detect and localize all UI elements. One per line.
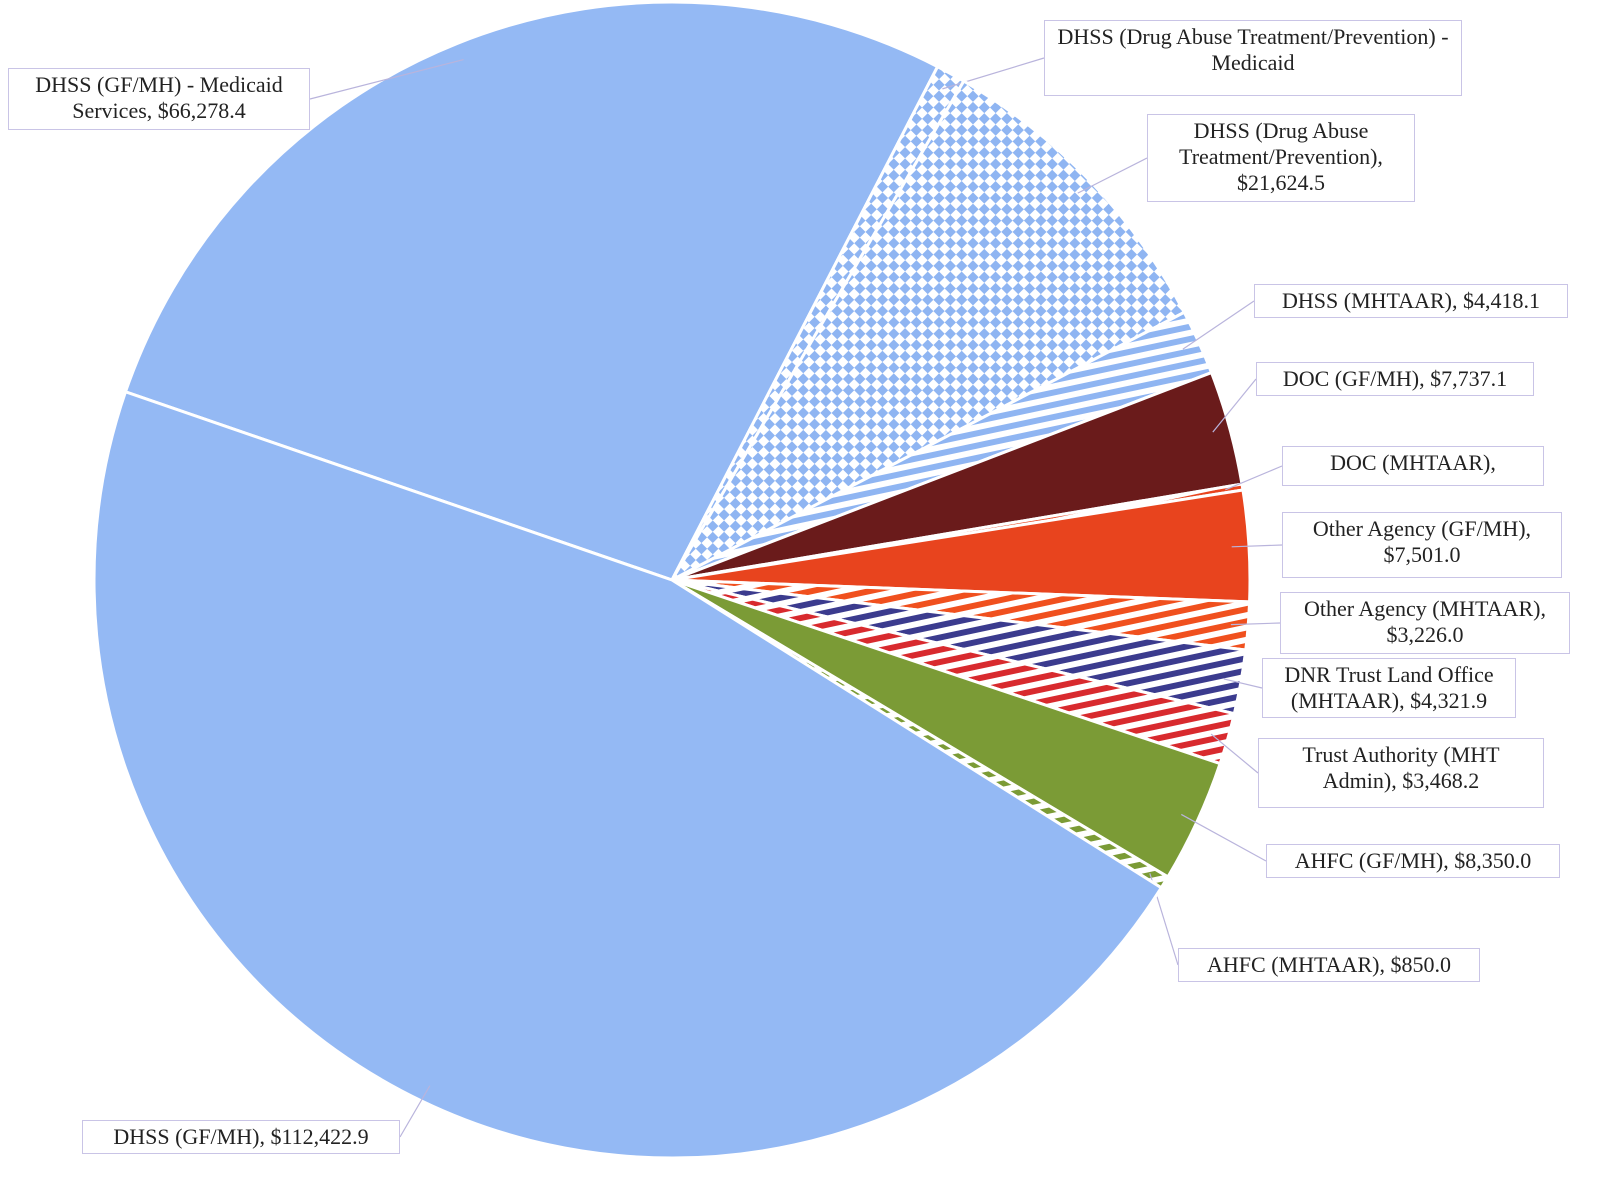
slice-label: DHSS (Drug Abuse Treatment/Prevention) -… [1044, 20, 1462, 96]
slice-label: AHFC (GF/MH), $8,350.0 [1266, 844, 1560, 878]
slice-label: DHSS (Drug Abuse Treatment/Prevention), … [1147, 114, 1415, 202]
slice-label: DNR Trust Land Office (MHTAAR), $4,321.9 [1262, 658, 1516, 718]
leader-line [1210, 733, 1259, 774]
leader-line [1231, 544, 1283, 548]
pie-slice [668, 79, 1187, 584]
leader-line [942, 57, 1045, 90]
slice-label: Trust Authority (MHT Admin), $3,468.2 [1258, 738, 1544, 808]
slice-label: DHSS (GF/MH), $112,422.9 [82, 1120, 400, 1154]
leader-line [1077, 157, 1148, 194]
leader-line [1225, 465, 1283, 491]
slice-label: Other Agency (MHTAAR), $3,226.0 [1280, 592, 1570, 654]
leader-line [1181, 813, 1267, 862]
slice-label: DHSS (GF/MH) - Medicaid Services, $66,27… [8, 68, 310, 130]
slice-label: DOC (MHTAAR), [1282, 446, 1544, 486]
leader-line [309, 58, 464, 100]
leader-line [1230, 622, 1281, 626]
pie-slice [123, 0, 940, 582]
slice-label: AHFC (MHTAAR), $850.0 [1178, 948, 1480, 982]
pie-slice [92, 389, 1164, 1160]
slice-label: Other Agency (GF/MH), $7,501.0 [1282, 512, 1562, 578]
leader-line [399, 1085, 431, 1138]
slice-label: DOC (GF/MH), $7,737.1 [1256, 362, 1534, 396]
leader-line [1223, 678, 1263, 689]
leader-line [1212, 378, 1257, 433]
leader-line [1182, 300, 1255, 350]
slice-label: DHSS (MHTAAR), $4,418.1 [1254, 284, 1568, 318]
